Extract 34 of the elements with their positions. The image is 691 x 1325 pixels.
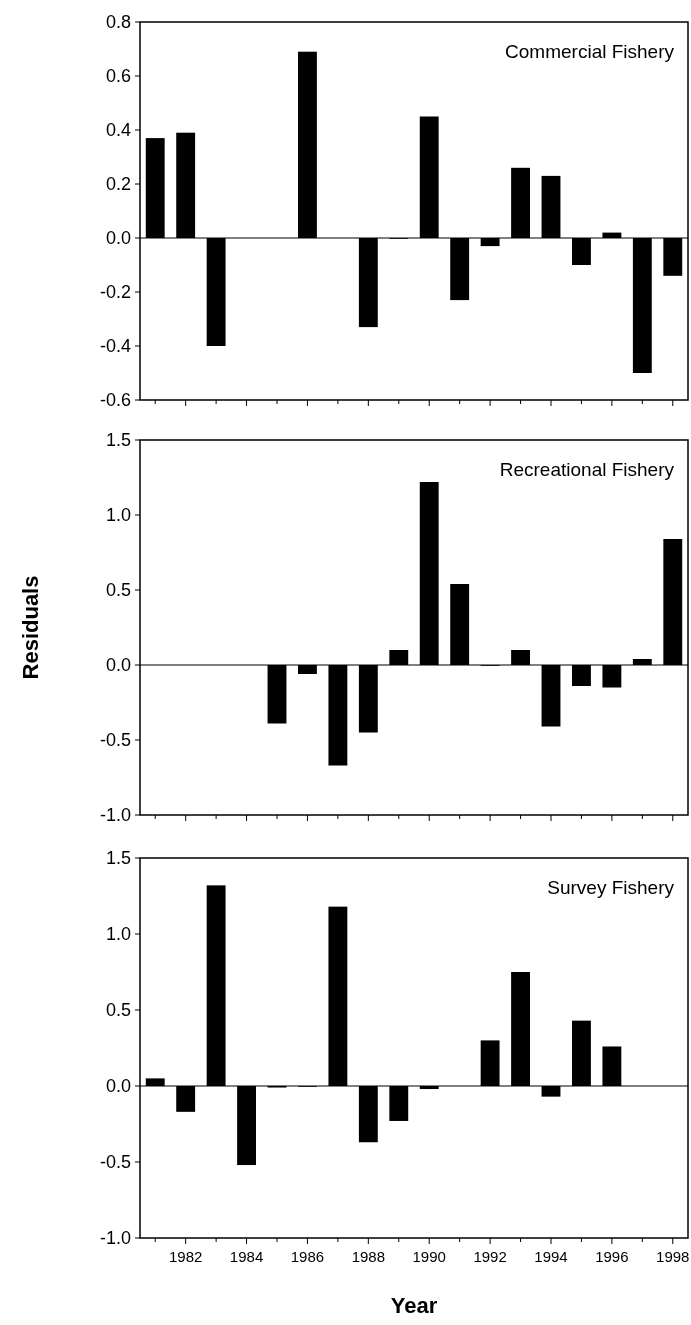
x-tick-label: 1998 [656, 1248, 690, 1265]
y-tick-label: -0.6 [99, 390, 131, 411]
y-tick-label: 0.0 [105, 655, 131, 676]
y-tick-label: 0.0 [105, 1076, 131, 1097]
text: Survey Fishery [547, 877, 675, 898]
text: Recreational Fishery [499, 459, 675, 480]
y-tick-label: 1.5 [105, 848, 131, 869]
x-tick-label: 1988 [351, 1248, 386, 1265]
y-tick-label: 1.5 [105, 430, 131, 451]
y-tick-label: 0.2 [105, 174, 131, 195]
y-tick-label: -0.2 [99, 282, 131, 303]
y-tick-label: -0.5 [99, 730, 131, 751]
x-tick-label: 1992 [473, 1248, 507, 1265]
x-tick-label: 1994 [534, 1248, 568, 1265]
y-tick-label: 0.5 [105, 580, 131, 601]
x-tick-label: 1986 [290, 1248, 325, 1265]
y-tick-label: 0.8 [105, 12, 131, 33]
y-tick-label: -0.4 [99, 336, 131, 357]
x-tick-label: 1990 [412, 1248, 446, 1265]
y-tick-label: -0.5 [99, 1152, 131, 1173]
y-tick-label: 0.5 [105, 1000, 131, 1021]
y-tick-label: 0.6 [105, 66, 131, 87]
text: Commercial Fishery [505, 41, 675, 62]
y-tick-label: 0.0 [105, 228, 131, 249]
y-tick-label: 1.0 [105, 505, 131, 526]
y-tick-label: 1.0 [105, 924, 131, 945]
x-tick-label: 1982 [168, 1248, 203, 1265]
y-tick-label: -1.0 [99, 805, 131, 826]
x-tick-label: 1996 [595, 1248, 629, 1265]
y-tick-label: -1.0 [99, 1228, 131, 1249]
x-axis-title: Year [390, 1293, 438, 1318]
x-tick-label: 1984 [229, 1248, 264, 1265]
y-tick-label: 0.4 [105, 120, 131, 141]
y-axis-title: Residuals [18, 575, 43, 680]
